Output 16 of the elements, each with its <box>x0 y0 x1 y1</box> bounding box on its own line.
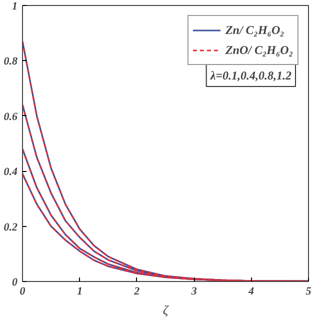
x-tick-label: 4 <box>248 286 255 298</box>
x-tick-label: 1 <box>76 286 82 298</box>
y-tick-label: 0.4 <box>4 166 18 178</box>
legend-label: ZnO/ C₂H₆O₂ <box>225 42 293 58</box>
y-tick-label: 1 <box>12 0 18 12</box>
x-tick-label: 2 <box>133 286 140 298</box>
x-axis-title: ζ <box>162 302 169 318</box>
y-tick-label: 0.2 <box>4 221 18 234</box>
y-tick-label: 0.6 <box>4 110 18 123</box>
annotation: λ=0.1,0.4,0.8,1.2 <box>209 68 292 82</box>
y-tick-label: 0 <box>12 276 18 288</box>
y-tick-label: 0.8 <box>4 56 18 68</box>
x-tick-label: 3 <box>190 286 198 298</box>
x-tick-label: 0 <box>20 286 26 298</box>
legend-label: Zn/ C₂H₆O₂ <box>225 22 284 38</box>
x-tick-label: 5 <box>306 286 312 298</box>
